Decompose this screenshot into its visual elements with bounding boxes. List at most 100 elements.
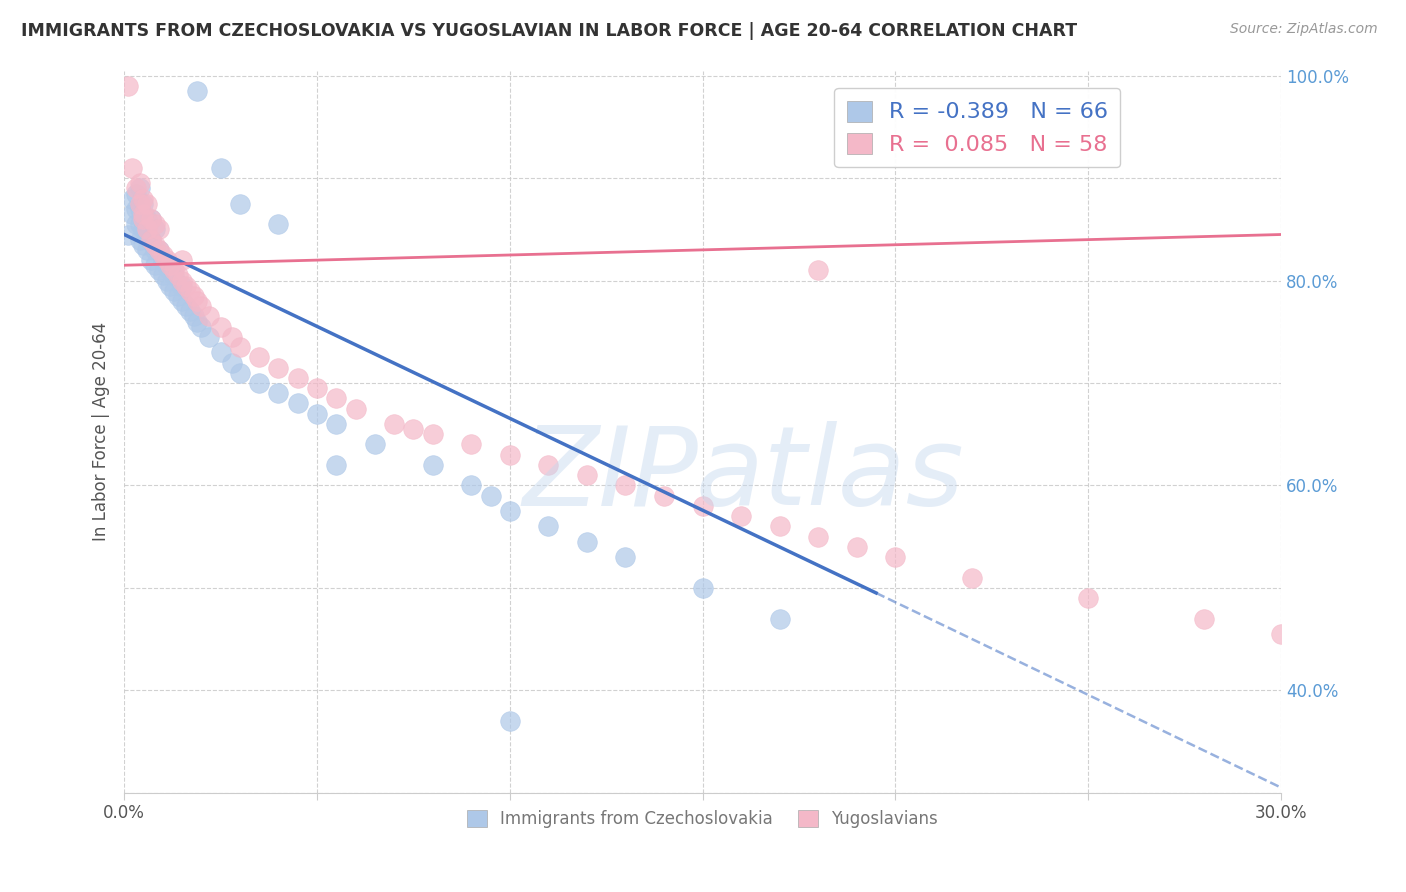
Point (148, 243, 170, 257)
Point (141, 212, 163, 227)
Point (143, 243, 166, 257)
Point (209, 345, 232, 359)
Point (141, 253, 163, 268)
Point (174, 278, 197, 293)
Point (121, 207, 143, 221)
Point (143, 217, 166, 231)
Point (267, 386, 290, 401)
Point (148, 243, 170, 257)
Point (575, 468, 598, 483)
Point (325, 392, 347, 406)
Point (152, 253, 174, 268)
Point (141, 233, 163, 247)
Point (163, 284, 186, 298)
Point (128, 233, 150, 247)
Point (159, 258, 181, 272)
Y-axis label: In Labor Force | Age 20-64: In Labor Force | Age 20-64 (93, 322, 110, 541)
Point (198, 330, 221, 344)
Point (962, 571, 984, 585)
Point (186, 294, 208, 309)
Point (148, 263, 170, 277)
Point (174, 299, 197, 313)
Point (807, 530, 830, 544)
Point (170, 253, 193, 268)
Point (156, 253, 179, 268)
Point (121, 192, 143, 206)
Point (143, 222, 166, 236)
Point (125, 202, 148, 216)
Point (159, 263, 181, 277)
Point (1270, 627, 1292, 641)
Point (125, 181, 148, 195)
Text: atlas: atlas (696, 422, 965, 528)
Point (152, 248, 174, 262)
Point (190, 299, 212, 313)
Point (136, 212, 159, 227)
Point (170, 278, 193, 293)
Point (209, 319, 232, 334)
Point (183, 310, 205, 324)
Point (136, 196, 159, 211)
Point (152, 268, 174, 283)
Point (209, 161, 232, 175)
Point (163, 263, 186, 277)
Point (167, 268, 190, 283)
Point (499, 504, 522, 518)
Point (128, 217, 150, 231)
Point (247, 351, 270, 365)
Point (156, 258, 179, 272)
Point (845, 540, 868, 554)
Point (1192, 611, 1215, 625)
Point (136, 227, 159, 242)
Point (125, 217, 148, 231)
Point (136, 222, 159, 236)
Point (128, 196, 150, 211)
Point (287, 396, 309, 410)
Point (117, 227, 139, 242)
Point (132, 212, 155, 227)
Text: ZIP: ZIP (522, 422, 697, 528)
Point (132, 192, 155, 206)
Point (229, 340, 252, 354)
Point (179, 284, 201, 298)
Point (132, 207, 155, 221)
Point (141, 233, 163, 247)
Point (305, 407, 328, 421)
Point (692, 499, 714, 513)
Point (499, 448, 522, 462)
Point (344, 401, 367, 416)
Point (267, 217, 290, 231)
Point (1077, 591, 1099, 605)
Legend: Immigrants from Czechoslovakia, Yugoslavians: Immigrants from Czechoslovakia, Yugoslav… (460, 804, 945, 835)
Point (170, 274, 193, 288)
Point (128, 202, 150, 216)
Point (884, 550, 907, 565)
Point (132, 237, 155, 252)
Point (143, 237, 166, 252)
Point (614, 478, 637, 492)
Point (190, 319, 212, 334)
Point (186, 84, 208, 98)
Text: Source: ZipAtlas.com: Source: ZipAtlas.com (1230, 22, 1378, 37)
Point (652, 489, 675, 503)
Point (179, 304, 201, 318)
Text: IMMIGRANTS FROM CZECHOSLOVAKIA VS YUGOSLAVIAN IN LABOR FORCE | AGE 20-64 CORRELA: IMMIGRANTS FROM CZECHOSLOVAKIA VS YUGOSL… (21, 22, 1077, 40)
Point (136, 243, 159, 257)
Point (128, 176, 150, 190)
Point (125, 186, 148, 201)
Point (170, 294, 193, 309)
Point (479, 489, 502, 503)
Point (422, 427, 444, 442)
Point (382, 417, 405, 431)
Point (614, 550, 637, 565)
Point (402, 422, 425, 436)
Point (148, 222, 170, 236)
Point (267, 360, 290, 375)
Point (769, 519, 792, 533)
Point (575, 534, 598, 549)
Point (364, 437, 387, 451)
Point (143, 258, 166, 272)
Point (128, 181, 150, 195)
Point (422, 458, 444, 472)
Point (730, 509, 752, 524)
